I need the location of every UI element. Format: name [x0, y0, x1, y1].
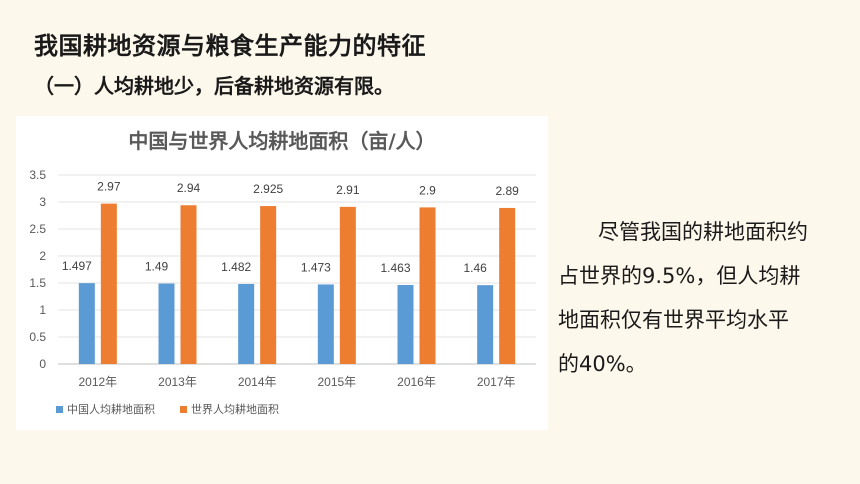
world-bar: [260, 206, 277, 364]
data-label: 1.46: [463, 261, 487, 275]
data-label: 1.463: [380, 261, 410, 275]
china-bar: [477, 285, 494, 364]
x-tick-label: 2013年: [158, 375, 197, 389]
legend-swatch-world: [180, 406, 187, 413]
data-label: 2.91: [336, 183, 360, 197]
y-tick-label: 0.5: [29, 330, 46, 344]
data-label: 1.482: [221, 260, 251, 274]
y-tick-label: 1: [39, 303, 46, 317]
body-line-4: 的40%。: [558, 352, 647, 376]
chart-title: 中国与世界人均耕地面积（亩/人）: [128, 129, 435, 153]
data-label: 2.925: [253, 182, 283, 196]
data-label: 1.473: [301, 260, 331, 274]
body-line-2: 占世界的9.5%，但人均耕: [558, 264, 801, 288]
world-bar: [419, 207, 436, 364]
body-line-3: 地面积仅有世界平均水平: [558, 308, 789, 332]
china-bar: [317, 284, 334, 364]
china-bar: [238, 283, 255, 364]
body-text: 尽管我国的耕地面积约 占世界的9.5%，但人均耕 地面积仅有世界平均水平 的40…: [558, 210, 848, 386]
china-bar: [397, 284, 414, 364]
x-tick-label: 2015年: [317, 375, 356, 389]
chart-panel: 中国与世界人均耕地面积（亩/人） 0 0.5 1 1.5 2 2.5 3 3.5 1.497 2…: [16, 116, 548, 430]
china-bar: [78, 283, 95, 364]
chart-legend: 中国人均耕地面积 世界人均耕地面积: [56, 402, 279, 416]
slide-subtitle: （一）人均耕地少，后备耕地资源有限。: [34, 74, 394, 98]
china-bar: [158, 283, 175, 364]
data-label: 2.89: [495, 184, 519, 198]
y-tick-label: 1.5: [29, 276, 46, 290]
x-tick-label: 2014年: [238, 375, 277, 389]
y-tick-label: 2.5: [29, 222, 46, 236]
world-bar: [339, 206, 356, 364]
data-label: 1.49: [145, 260, 169, 274]
world-bar: [100, 203, 117, 364]
world-bar: [499, 207, 516, 364]
x-tick-label: 2016年: [397, 375, 436, 389]
data-label: 2.94: [177, 181, 201, 195]
slide-title: 我国耕地资源与粮食生产能力的特征: [34, 32, 426, 60]
x-tick-label: 2017年: [477, 375, 516, 389]
data-label: 1.497: [62, 259, 92, 273]
legend-swatch-china: [56, 406, 63, 413]
x-tick-label: 2012年: [78, 375, 117, 389]
body-line-1-text: 尽管我国的耕地面积约: [598, 220, 808, 244]
y-tick-label: 3.5: [29, 168, 46, 182]
data-label: 2.97: [97, 180, 121, 194]
body-line-1: 尽管我国的耕地面积约: [558, 210, 848, 254]
legend-label: 世界人均耕地面积: [191, 402, 279, 416]
y-tick-label: 2: [39, 249, 46, 263]
world-bar: [180, 205, 197, 364]
legend-label: 中国人均耕地面积: [67, 402, 155, 416]
y-tick-label: 3: [39, 195, 46, 209]
y-tick-label: 0: [39, 357, 46, 371]
data-label: 2.9: [419, 183, 436, 197]
bar-chart: 中国与世界人均耕地面积（亩/人） 0 0.5 1 1.5 2 2.5 3 3.5 1.497 2…: [29, 129, 536, 416]
